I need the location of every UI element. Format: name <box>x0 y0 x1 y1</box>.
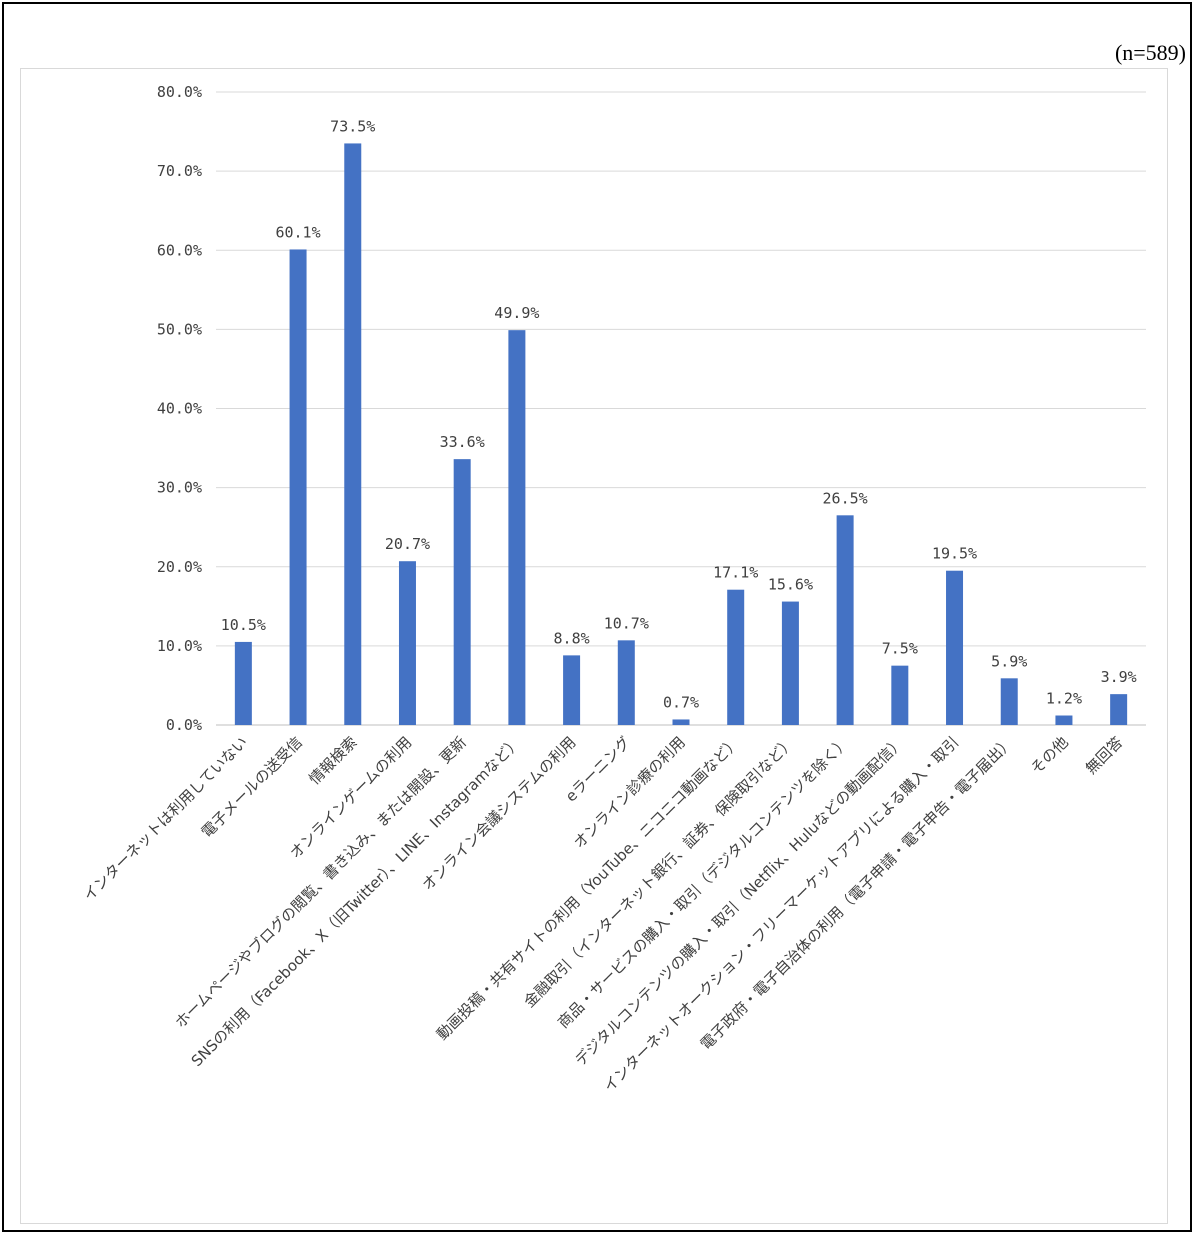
y-tick-label: 40.0% <box>157 400 202 418</box>
bars <box>234 143 1128 726</box>
bar <box>1000 678 1018 725</box>
category-label: 無回答 <box>1082 733 1127 778</box>
bar <box>289 249 307 726</box>
category-label: その他 <box>1027 733 1072 778</box>
category-label: 電子メールの送受信 <box>198 733 306 841</box>
bar <box>398 561 416 725</box>
bar <box>727 589 745 725</box>
category-label: 情報検索 <box>305 733 360 788</box>
y-tick-label: 30.0% <box>157 479 202 497</box>
bar <box>781 601 799 725</box>
bar <box>563 655 581 725</box>
bar <box>1110 694 1128 725</box>
data-label: 20.7% <box>385 535 430 553</box>
data-label: 1.2% <box>1046 690 1082 708</box>
data-label: 10.7% <box>604 614 649 632</box>
data-label: 19.5% <box>932 545 977 563</box>
data-label: 17.1% <box>713 564 758 582</box>
y-tick-label: 20.0% <box>157 558 202 576</box>
bar <box>234 641 252 725</box>
bar <box>453 459 471 725</box>
data-label: 33.6% <box>440 433 485 451</box>
bar <box>672 719 690 725</box>
data-label: 8.8% <box>554 629 590 647</box>
bar <box>344 143 362 725</box>
y-tick-label: 70.0% <box>157 162 202 180</box>
data-label: 26.5% <box>823 489 868 507</box>
data-label: 5.9% <box>991 652 1027 670</box>
bar <box>1055 715 1073 725</box>
bar <box>508 330 526 725</box>
y-tick-label: 0.0% <box>166 716 202 734</box>
data-label: 15.6% <box>768 576 813 594</box>
data-label: 10.5% <box>221 616 266 634</box>
data-label: 3.9% <box>1101 668 1137 686</box>
sample-size-note: (n=589) <box>1114 40 1186 65</box>
data-labels: 10.5% 60.1% 73.5% 20.7% 33.6% 49.9% 8.8% 10.7% 0… <box>221 117 1137 711</box>
bar <box>891 665 909 725</box>
y-tick-label: 10.0% <box>157 637 202 655</box>
y-tick-label: 50.0% <box>157 320 202 338</box>
data-label: 73.5% <box>330 117 375 135</box>
y-axis: 0.0% 10.0% 20.0% 30.0% 40.0% 50.0% 60.0% 70.0% 8… <box>157 83 202 734</box>
bar <box>836 515 854 725</box>
y-tick-label: 60.0% <box>157 241 202 259</box>
data-label: 60.1% <box>275 223 320 241</box>
bar <box>617 640 635 725</box>
category-label: インターネットオークション・フリーマーケットアプリによる購入・取引 <box>600 733 962 1095</box>
data-label: 0.7% <box>663 693 699 711</box>
data-label: 49.9% <box>494 304 539 322</box>
bar <box>946 570 964 725</box>
y-tick-label: 80.0% <box>157 83 202 101</box>
data-label: 7.5% <box>882 640 918 658</box>
